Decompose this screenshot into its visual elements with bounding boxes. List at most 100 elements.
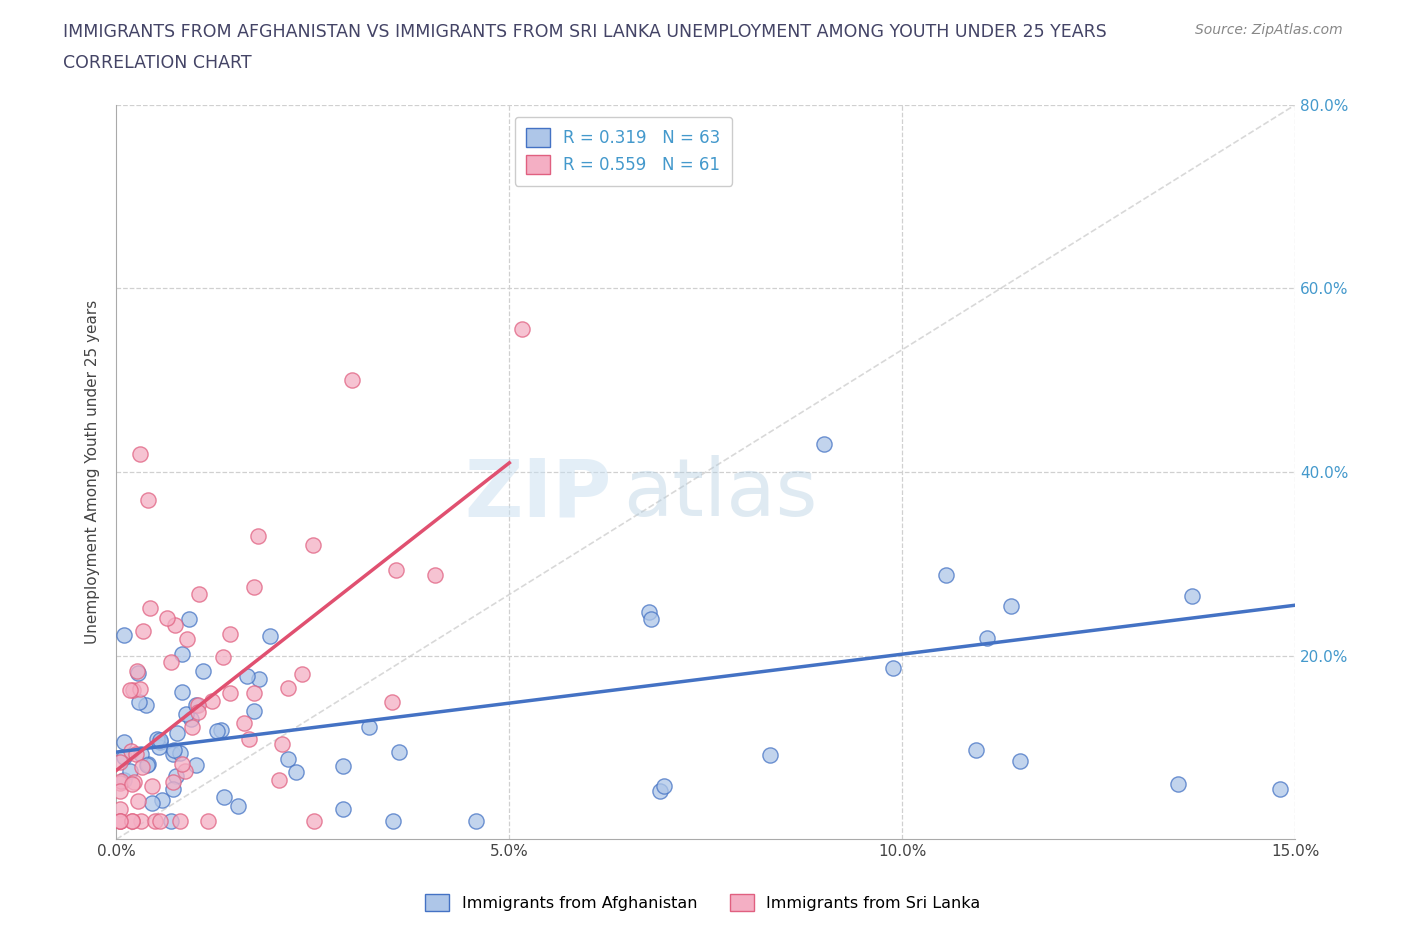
Point: [108, 814, 131, 829]
Point: [118, 683, 141, 698]
Legend: Immigrants from Afghanistan, Immigrants from Sri Lanka: Immigrants from Afghanistan, Immigrants …: [419, 888, 987, 917]
Point: [170, 646, 193, 661]
Point: [136, 492, 159, 507]
Point: [122, 775, 145, 790]
Point: [512, 322, 534, 337]
Point: [162, 782, 184, 797]
Point: [197, 814, 219, 829]
Point: [121, 777, 143, 791]
Point: [163, 742, 186, 757]
Point: [121, 814, 143, 829]
Point: [976, 631, 998, 645]
Point: [207, 724, 229, 738]
Point: [148, 739, 170, 754]
Point: [259, 629, 281, 644]
Point: [385, 563, 408, 578]
Point: [173, 764, 195, 778]
Point: [232, 716, 254, 731]
Point: [156, 611, 179, 626]
Point: [382, 814, 405, 829]
Point: [179, 612, 201, 627]
Point: [174, 707, 197, 722]
Point: [149, 814, 172, 829]
Point: [238, 732, 260, 747]
Point: [159, 814, 181, 829]
Point: [149, 732, 172, 747]
Point: [340, 373, 363, 388]
Point: [141, 778, 163, 793]
Point: [128, 682, 150, 697]
Point: [112, 773, 135, 788]
Point: [277, 681, 299, 696]
Point: [131, 760, 153, 775]
Point: [270, 737, 292, 751]
Point: [759, 747, 782, 762]
Point: [129, 747, 152, 762]
Text: Source: ZipAtlas.com: Source: ZipAtlas.com: [1195, 23, 1343, 37]
Point: [108, 802, 131, 817]
Point: [121, 683, 143, 698]
Point: [187, 698, 209, 712]
Point: [226, 799, 249, 814]
Point: [640, 612, 662, 627]
Point: [139, 601, 162, 616]
Point: [127, 665, 149, 680]
Point: [169, 814, 191, 829]
Point: [120, 744, 142, 759]
Point: [176, 631, 198, 646]
Point: [165, 768, 187, 783]
Text: ZIP: ZIP: [464, 455, 612, 533]
Point: [242, 579, 264, 594]
Point: [128, 446, 150, 461]
Point: [291, 667, 314, 682]
Text: IMMIGRANTS FROM AFGHANISTAN VS IMMIGRANTS FROM SRI LANKA UNEMPLOYMENT AMONG YOUT: IMMIGRANTS FROM AFGHANISTAN VS IMMIGRANT…: [63, 23, 1107, 41]
Point: [169, 745, 191, 760]
Point: [465, 814, 488, 829]
Point: [191, 664, 214, 679]
Point: [187, 705, 209, 720]
Point: [243, 685, 266, 700]
Point: [638, 604, 661, 619]
Point: [127, 794, 149, 809]
Point: [108, 754, 131, 769]
Point: [108, 783, 131, 798]
Point: [1010, 754, 1032, 769]
Point: [1167, 777, 1189, 791]
Point: [160, 654, 183, 669]
Point: [135, 698, 157, 712]
Point: [285, 764, 308, 779]
Point: [162, 775, 184, 790]
Point: [165, 618, 187, 632]
Point: [882, 661, 904, 676]
Point: [652, 778, 675, 793]
Point: [425, 568, 447, 583]
Point: [112, 628, 135, 643]
Point: [186, 698, 208, 712]
Text: CORRELATION CHART: CORRELATION CHART: [63, 54, 252, 72]
Point: [108, 814, 131, 829]
Point: [146, 732, 169, 747]
Legend: R = 0.319   N = 63, R = 0.559   N = 61: R = 0.319 N = 63, R = 0.559 N = 61: [515, 116, 733, 186]
Point: [110, 774, 132, 789]
Point: [935, 567, 957, 582]
Point: [108, 776, 131, 790]
Point: [127, 664, 149, 679]
Point: [209, 723, 232, 737]
Point: [162, 747, 184, 762]
Text: atlas: atlas: [623, 455, 818, 533]
Point: [112, 735, 135, 750]
Point: [108, 814, 131, 829]
Point: [212, 790, 235, 804]
Point: [243, 703, 266, 718]
Point: [648, 784, 671, 799]
Point: [381, 695, 404, 710]
Point: [129, 814, 152, 829]
Point: [277, 751, 299, 766]
Point: [332, 802, 354, 817]
Point: [149, 735, 172, 750]
Point: [150, 792, 173, 807]
Point: [302, 814, 325, 829]
Point: [166, 725, 188, 740]
Point: [1000, 599, 1022, 614]
Point: [236, 669, 259, 684]
